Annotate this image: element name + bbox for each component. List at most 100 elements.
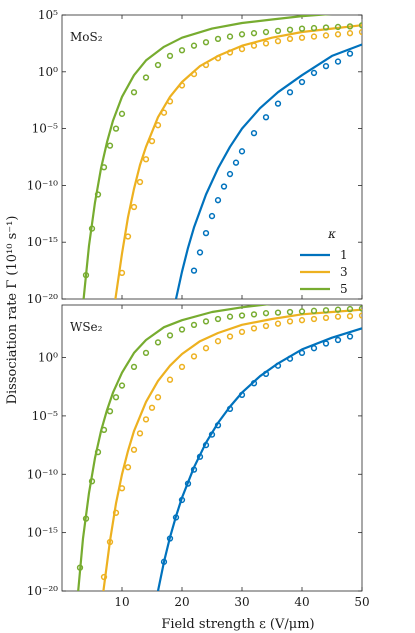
data-point-kappa-1 — [274, 100, 282, 107]
plot-frame — [61, 14, 363, 300]
data-point-kappa-3 — [346, 312, 354, 320]
data-point-kappa-1 — [220, 183, 228, 190]
y-tick-label: 10⁻¹⁰ — [27, 178, 58, 192]
data-point-kappa-3 — [160, 109, 168, 116]
series-line-kappa-1 — [156, 327, 362, 591]
data-point-kappa-1 — [202, 441, 210, 449]
data-point-kappa-3 — [202, 61, 210, 69]
data-point-kappa-1 — [322, 62, 330, 70]
data-point-kappa-1 — [310, 345, 318, 352]
data-point-kappa-1 — [214, 422, 222, 429]
data-point-kappa-5 — [118, 110, 126, 117]
data-point-kappa-1 — [346, 333, 354, 340]
data-point-kappa-5 — [166, 332, 174, 339]
data-point-kappa-3 — [274, 320, 282, 327]
data-point-kappa-5 — [82, 515, 90, 522]
data-point-kappa-3 — [124, 233, 132, 240]
data-point-kappa-3 — [358, 312, 362, 319]
x-tick-label: 10 — [114, 595, 129, 609]
data-point-kappa-3 — [322, 32, 330, 39]
data-point-kappa-1 — [250, 129, 258, 137]
panel-wse2: 10 20 30 40 50 10⁰ 10⁻⁵ 10⁻¹⁰ 10⁻¹⁵ 10⁻²⁰ WSe₂ — [27, 304, 370, 609]
data-point-kappa-5 — [262, 310, 270, 317]
x-axis-label: Field strength ε (V/μm) — [161, 617, 314, 632]
data-point-kappa-5 — [154, 61, 162, 69]
data-point-kappa-1 — [208, 212, 216, 220]
data-point-kappa-5 — [88, 478, 96, 485]
data-point-kappa-1 — [310, 69, 318, 77]
data-point-kappa-1 — [196, 249, 204, 256]
y-tick-label: 10⁻²⁰ — [27, 292, 58, 306]
data-point-kappa-5 — [94, 448, 102, 456]
data-point-kappa-1 — [238, 391, 246, 399]
data-point-kappa-3 — [130, 203, 138, 211]
data-point-kappa-3 — [148, 137, 156, 145]
data-point-kappa-3 — [118, 485, 126, 492]
series-line-kappa-1 — [174, 43, 362, 299]
data-point-kappa-3 — [250, 325, 258, 332]
data-point-kappa-5 — [334, 23, 342, 31]
data-point-kappa-3 — [166, 98, 174, 105]
plot-area — [82, 15, 362, 299]
data-point-kappa-3 — [214, 338, 222, 345]
data-point-kappa-3 — [202, 345, 210, 352]
data-point-kappa-3 — [106, 538, 114, 546]
data-point-kappa-1 — [322, 340, 330, 347]
data-point-kappa-3 — [358, 28, 362, 36]
data-point-kappa-1 — [346, 50, 354, 57]
data-point-kappa-3 — [130, 446, 138, 453]
data-point-kappa-5 — [262, 28, 270, 36]
data-point-kappa-3 — [136, 430, 144, 437]
legend-label: 1 — [340, 248, 348, 262]
data-point-kappa-3 — [124, 464, 132, 471]
data-point-kappa-5 — [88, 225, 96, 232]
data-point-kappa-1 — [262, 370, 270, 378]
panel-label: MoS₂ — [70, 30, 103, 44]
data-point-kappa-1 — [238, 148, 246, 155]
data-point-kappa-5 — [322, 307, 330, 314]
data-point-kappa-3 — [274, 37, 282, 45]
series-line-kappa-3 — [102, 308, 362, 591]
data-point-kappa-5 — [322, 24, 330, 31]
data-point-kappa-5 — [214, 315, 222, 323]
data-point-kappa-5 — [274, 27, 282, 35]
data-point-kappa-3 — [226, 49, 234, 56]
data-point-kappa-3 — [142, 416, 150, 423]
x-tick-label: 40 — [294, 595, 309, 609]
data-point-kappa-5 — [130, 363, 138, 371]
data-point-kappa-5 — [274, 309, 282, 316]
data-point-kappa-1 — [334, 58, 342, 65]
data-point-kappa-5 — [238, 31, 246, 38]
x-tick-label: 20 — [174, 595, 189, 609]
data-point-kappa-5 — [298, 308, 306, 315]
data-point-kappa-3 — [118, 269, 126, 277]
data-point-kappa-5 — [358, 305, 362, 312]
data-point-kappa-5 — [250, 311, 258, 318]
data-point-kappa-1 — [214, 197, 222, 204]
y-tick-label: 10⁰ — [38, 65, 58, 79]
data-point-kappa-5 — [226, 313, 234, 320]
data-point-kappa-5 — [346, 305, 354, 313]
data-point-kappa-3 — [310, 315, 318, 323]
data-point-kappa-1 — [160, 558, 168, 565]
data-point-kappa-3 — [154, 394, 162, 401]
data-point-kappa-5 — [76, 564, 84, 571]
data-point-kappa-5 — [358, 22, 362, 29]
data-point-kappa-5 — [100, 426, 108, 434]
data-point-kappa-1 — [190, 466, 198, 473]
data-point-kappa-3 — [238, 45, 246, 53]
data-point-kappa-5 — [100, 164, 108, 171]
data-point-kappa-3 — [322, 314, 330, 321]
data-point-kappa-3 — [262, 40, 270, 47]
data-point-kappa-5 — [118, 382, 126, 389]
data-point-kappa-5 — [106, 142, 114, 149]
series-line-kappa-5 — [77, 305, 272, 591]
data-point-kappa-3 — [178, 363, 186, 371]
data-point-kappa-1 — [286, 89, 294, 96]
data-point-kappa-1 — [298, 78, 306, 86]
data-point-kappa-3 — [310, 33, 318, 40]
data-point-kappa-1 — [190, 267, 198, 274]
plot-area — [76, 305, 362, 591]
y-tick-label: 10⁻¹⁵ — [27, 235, 58, 249]
